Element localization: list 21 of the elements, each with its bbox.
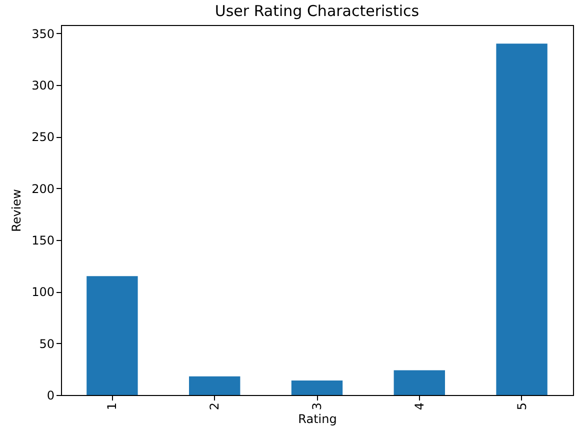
chart-title: User Rating Characteristics	[214, 2, 420, 20]
bar	[394, 370, 445, 395]
y-tick-label: 350	[32, 26, 54, 41]
y-tick-label: 0	[46, 388, 54, 402]
y-tick-label: 250	[32, 130, 54, 144]
bar	[291, 380, 343, 395]
y-tick-label: 100	[32, 285, 54, 300]
bar	[189, 376, 240, 395]
x-tick-label: 5	[514, 402, 529, 410]
x-axis-title: Rating	[298, 412, 337, 426]
y-tick-label: 200	[32, 182, 54, 196]
x-tick-label: 3	[310, 402, 324, 410]
y-tick-label: 150	[32, 233, 54, 248]
x-tick-label: 4	[412, 402, 426, 410]
x-tick-label: 1	[105, 402, 120, 410]
y-tick-label: 300	[32, 78, 54, 92]
bar	[496, 44, 548, 395]
x-tick-label: 2	[208, 402, 222, 410]
y-tick-label: 50	[39, 336, 54, 351]
bar	[86, 276, 138, 395]
y-axis-title: Review	[10, 188, 24, 232]
